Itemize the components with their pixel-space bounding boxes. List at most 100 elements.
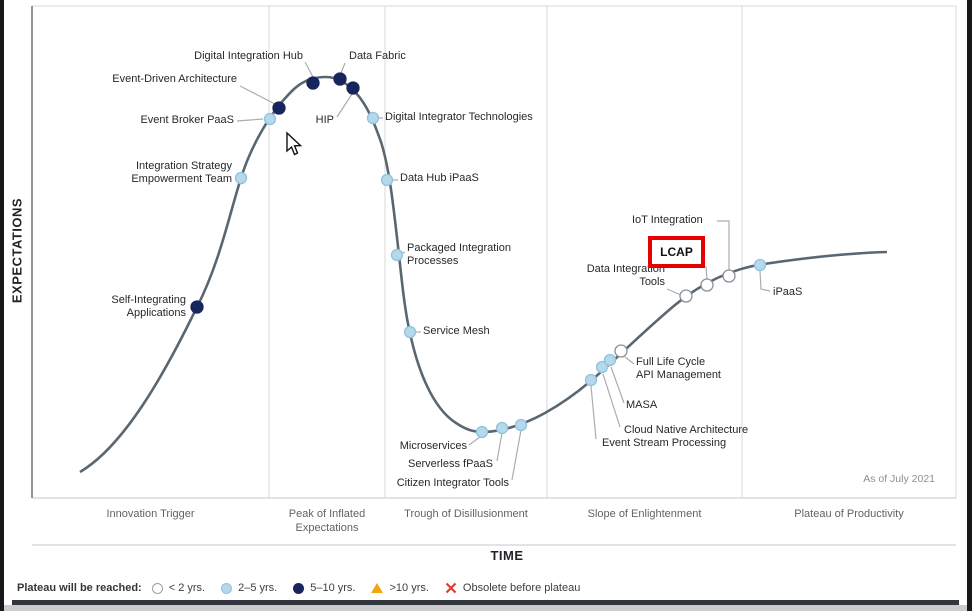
point-label-line: Applications [126,307,186,319]
point-label-serverless-fpaas: Serverless fPaaS [408,458,493,471]
point-label-event-driven-architecture: Event-Driven Architecture [112,73,237,86]
plot-canvas [31,5,957,546]
point-label-digital-integration-hub: Digital Integration Hub [194,50,303,63]
point-dot-iot-integration [722,269,736,283]
point-label-line: Integration Strategy [135,160,232,172]
point-dot-data-integration-tools [679,289,693,303]
point-label-integration-strategy-empowerment-team: Integration Strategy Empowerment Team [131,160,232,186]
point-label-data-hub-ipaas: Data Hub iPaaS [400,172,479,185]
connector-hip [336,93,353,118]
legend: Plateau will be reached: < 2 yrs. 2–5 yrs… [17,578,596,598]
point-label-line: Data Hub iPaaS [400,172,479,184]
point-label-line: Service Mesh [423,325,490,337]
point-label-line: Microservices [399,440,467,452]
point-label-line: Event-Driven Architecture [112,73,237,85]
point-dot-self-integrating-applications [190,300,204,314]
point-dot-full-life-cycle-api-management [614,344,628,358]
point-dot-citizen-integrator-tools [514,418,528,432]
phase-label-innovation-trigger: Innovation Trigger [106,508,195,520]
y-axis-title: EXPECTATIONS [9,197,25,304]
point-label-line: Cloud Native Architecture [624,424,749,436]
connector-iot-integration [717,220,730,270]
x-red-icon [445,582,457,594]
point-dot-lcap [700,278,714,292]
connector-microservices [468,436,481,446]
point-label-line: Self-Integrating [111,294,186,306]
circle-white-icon [151,582,163,594]
legend-item-10-yrs: >10 yrs. [371,582,429,594]
connector-citizen-integrator-tools [511,429,522,481]
phase-label-peak-of-inflated-expectations: Peak of Inflated Expectations [288,508,366,534]
point-label-line: iPaaS [773,286,803,298]
point-dot-event-broker-paas [263,112,277,126]
point-label-service-mesh: Service Mesh [423,325,490,338]
point-label-event-stream-processing: Event Stream Processing [602,437,726,450]
point-label-digital-integrator-technologies: Digital Integrator Technologies [385,111,533,124]
point-label-lcap: LCAP [660,245,693,259]
point-dot-service-mesh [403,325,417,339]
legend-label: 5–10 yrs. [310,582,356,594]
phase-label-plateau-of-productivity: Plateau of Productivity [794,508,904,520]
point-dot-serverless-fpaas [495,421,509,435]
point-dot-event-stream-processing [584,373,598,387]
connector-cloud-native-architecture [602,373,621,428]
point-label-data-fabric: Data Fabric [349,50,406,63]
legend-item-5-10-yrs: 5–10 yrs. [293,582,355,594]
circle-light-blue-icon [221,582,233,594]
phase-label-slope-of-enlightenment: Slope of Enlightenment [587,508,702,520]
point-label-self-integrating-applications: Self-Integrating Applications [111,294,186,320]
point-dot-cloud-native-architecture [595,360,609,374]
point-dot-data-fabric [333,72,347,86]
point-label-ipaas: iPaaS [773,286,802,299]
point-dot-ipaas [753,258,767,272]
point-label-iot-integration: IoT Integration [632,214,703,227]
phase-label-trough-of-disillusionment: Trough of Disillusionment [404,508,528,520]
as-of-date: As of July 2021 [863,473,935,485]
connector-event-stream-processing [590,385,597,440]
connector-full-life-cycle-api-management [624,356,635,365]
connector-data-integration-tools [666,288,682,296]
point-label-line: Empowerment Team [131,173,232,185]
point-label-packaged-integration-processes: Packaged Integration Processes [407,242,511,268]
point-label-line: Event Broker PaaS [140,114,234,126]
point-label-line: Data Fabric [349,50,406,62]
mouse-cursor [286,131,303,156]
point-label-line: API Management [636,369,721,381]
connector-ipaas [759,270,771,292]
legend-label: >10 yrs. [389,582,429,594]
point-dot-digital-integration-hub [306,76,320,90]
connector-lcap [705,265,708,281]
legend-item-2-5-yrs: 2–5 yrs. [221,582,277,594]
legend-label: Obsolete before plateau [462,582,581,594]
point-dot-masa [603,353,617,367]
connector-masa [610,366,625,404]
bottom-strip [4,605,967,611]
point-label-line: Digital Integrator Technologies [385,111,533,123]
connector-event-driven-architecture [239,85,276,105]
point-dot-packaged-integration-processes [390,248,404,262]
point-label-masa: MASA [626,399,657,412]
legend-label: < 2 yrs. [168,582,206,594]
point-label-line: Citizen Integrator Tools [396,477,509,489]
x-axis-title: TIME [490,548,524,563]
point-dot-integration-strategy-empowerment-team [234,171,248,185]
legend-title: Plateau will be reached: [17,582,142,594]
point-label-citizen-integrator-tools: Citizen Integrator Tools [397,477,509,490]
legend-item-2-yrs: < 2 yrs. [151,582,206,594]
point-dot-digital-integrator-technologies [366,111,380,125]
connector-serverless-fpaas [496,432,503,462]
point-dot-event-driven-architecture [272,101,286,115]
point-label-line: Packaged Integration [407,242,511,254]
point-label-hip: HIP [316,114,334,127]
point-label-line: MASA [626,399,658,411]
point-label-microservices: Microservices [400,440,467,453]
point-label-line: Data Integration [586,263,665,275]
triangle-yellow-icon [371,583,384,593]
highlight-box-lcap: LCAP [648,236,705,268]
connector-data-fabric [340,62,346,74]
point-label-line: HIP [315,114,334,126]
point-label-full-life-cycle-api-management: Full Life Cycle API Management [636,356,721,382]
point-label-line: Event Stream Processing [602,437,727,449]
legend-label: 2–5 yrs. [238,582,278,594]
